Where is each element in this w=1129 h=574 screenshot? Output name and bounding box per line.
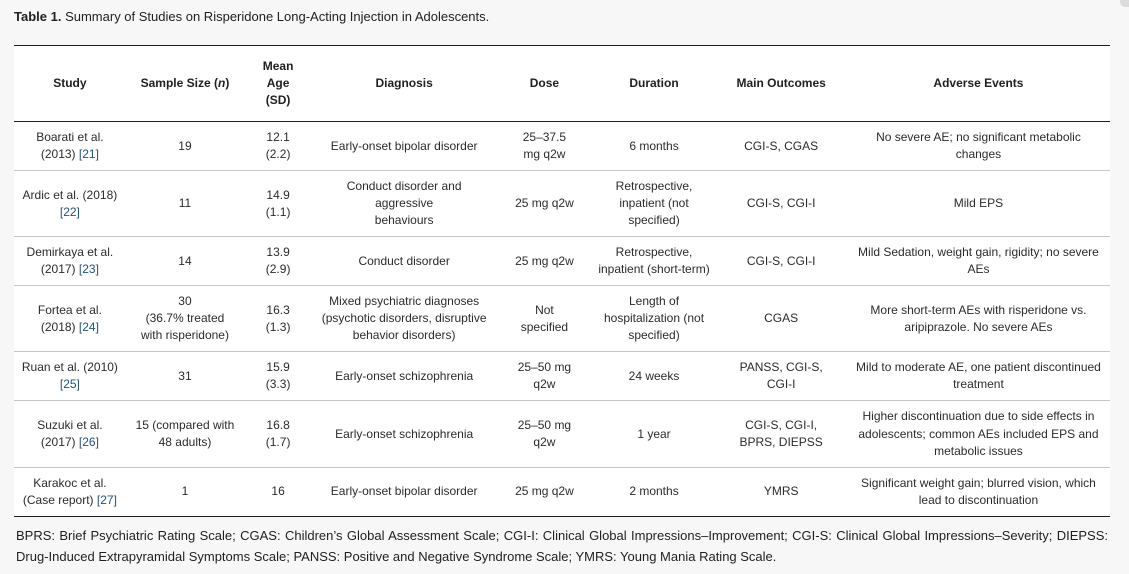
cell-duration: 24 weeks [592,351,716,401]
cell-duration: Retrospective, inpatient (not specified) [592,170,716,237]
table-row: Ardic et al. (2018) [22] 11 14.9 (1.1) C… [14,170,1110,237]
col-header-main-outcomes: Main Outcomes [715,45,847,123]
study-name: Ardic et al. (2018) [22,187,118,202]
cell-main-outcomes: PANSS, CGI-S, CGI-I [715,351,847,401]
cell-sample-size: 1 [125,466,245,517]
studies-table: Study Sample Size (n) Mean Age (SD) Diag… [14,45,1110,517]
cell-study: Fortea et al. (2018) [24] [14,285,126,352]
cell-adverse-events: No severe AE; no significant metabolic c… [876,130,1081,162]
cell-adverse-events: Mild to moderate AE, one patient discont… [846,351,1110,401]
cell-duration: 1 year [592,400,716,468]
citation-link[interactable]: [25] [59,377,80,392]
col-header-adverse-events: Adverse Events [846,45,1110,123]
cell-duration: 2 months [592,466,716,517]
cell-sample-size: 14 [125,236,245,286]
col-header-diagnosis: Diagnosis [312,45,497,123]
table-row: Karakoc et al. (Case report) [27] 1 16 E… [14,466,1110,517]
cell-sample-size: 31 [125,351,245,401]
cell-mean-age: 14.9 (1.1) [244,170,313,237]
table-caption-label: Table 1. [14,9,62,24]
cell-study: Demirkaya et al. (2017) [23] [14,236,126,286]
cell-sample-size: 11 [125,170,245,237]
study-name: Ruan et al. (2010) [21,360,118,375]
col-header-duration: Duration [592,45,716,123]
cell-dose: 25 mg q2w [496,236,593,286]
table-caption-text: Summary of Studies on Risperidone Long-A… [65,9,490,24]
sample-size-n-italic: n [217,76,226,91]
citation-link[interactable]: [23] [78,262,99,277]
col-header-study: Study [14,45,126,123]
cell-mean-age: 16.3 (1.3) [244,285,313,352]
cell-main-outcomes: CGI-S, CGI-I, BPRS, DIEPSS [715,400,847,468]
citation-link[interactable]: [27] [96,492,117,507]
study-name: Suzuki et al. (2017) [37,417,103,450]
clipped-corner-fragment [1120,0,1129,7]
cell-mean-age: 16 [244,466,313,517]
cell-dose: 25–50 mg q2w [496,351,593,401]
table-row: Fortea et al. (2018) [24] 30 (36.7% trea… [14,285,1110,352]
col-header-sample-size: Sample Size (n) [125,45,245,123]
cell-study: Boarati et al. (2013) [21] [14,122,126,171]
cell-diagnosis: Early-onset bipolar disorder [330,138,478,153]
citation-link[interactable]: [21] [78,147,99,162]
cell-main-outcomes: CGAS [715,285,847,352]
table-row: Boarati et al. (2013) [21] 19 12.1 (2.2)… [14,122,1110,171]
cell-duration: Retrospective, inpatient (short-term) [592,236,716,286]
sample-size-label: Sample Size ( [140,76,218,91]
citation-link[interactable]: [22] [59,204,80,219]
cell-mean-age: 13.9 (2.9) [244,236,313,286]
cell-dose: Not specified [496,285,593,352]
cell-diagnosis: Early-onset schizophrenia [312,351,497,401]
cell-dose: 25 mg q2w [496,466,593,517]
cell-dose: 25–50 mg q2w [496,400,593,468]
table-caption: Table 1. Summary of Studies on Risperido… [14,9,489,26]
cell-study: Suzuki et al. (2017) [26] [14,400,126,468]
cell-sample-size: 19 [178,138,192,153]
cell-main-outcomes: CGI-S, CGAS [744,138,819,153]
study-name: Karakoc et al. (Case report) [22,475,107,507]
study-name: Fortea et al. (2018) [37,302,102,334]
cell-dose: 25 mg q2w [496,170,593,237]
table-row: Demirkaya et al. (2017) [23] 14 13.9 (2.… [14,236,1110,286]
cell-mean-age: 16.8 (1.7) [244,400,313,468]
cell-sample-size: 15 (compared with 48 adults) [125,400,245,468]
cell-main-outcomes: YMRS [715,466,847,517]
citation-link[interactable]: [26] [78,435,99,450]
table-row: Ruan et al. (2010) [25] 31 15.9 (3.3) Ea… [14,351,1110,401]
cell-study: Ruan et al. (2010) [25] [14,351,126,401]
cell-adverse-events: More short-term AEs with risperidone vs.… [846,285,1110,352]
cell-duration: 6 months [629,138,679,153]
cell-mean-age: 12.1 (2.2) [265,130,291,162]
table-row: Suzuki et al. (2017) [26] 15 (compared w… [14,400,1110,468]
study-name: Demirkaya et al. (2017) [26,245,114,277]
cell-duration: Length of hospitalization (not specified… [592,285,716,352]
col-header-dose: Dose [496,45,593,123]
cell-diagnosis: Conduct disorder and aggressive behaviou… [312,170,497,237]
abbreviations-footnote: BPRS: Brief Psychiatric Rating Scale; CG… [16,528,1108,565]
cell-main-outcomes: CGI-S, CGI-I [715,236,847,286]
cell-mean-age: 15.9 (3.3) [244,351,313,401]
cell-adverse-events: Mild EPS [846,170,1110,237]
citation-link[interactable]: [24] [78,319,99,334]
cell-dose: 25–37.5 mg q2w [522,130,567,162]
cell-main-outcomes: CGI-S, CGI-I [715,170,847,237]
cell-adverse-events: Significant weight gain; blurred vision,… [846,466,1110,517]
cell-sample-size: 30 (36.7% treated with risperidone) [125,285,245,352]
cell-diagnosis: Early-onset schizophrenia [312,400,497,468]
sample-size-label-close: ) [225,76,230,91]
cell-diagnosis: Mixed psychiatric diagnoses (psychotic d… [312,285,497,352]
cell-study: Ardic et al. (2018) [22] [14,170,126,237]
cell-adverse-events: Higher discontinuation due to side effec… [846,400,1110,468]
study-name: Boarati et al. (2013) [36,130,104,162]
cell-study: Karakoc et al. (Case report) [27] [14,466,126,517]
cell-diagnosis: Conduct disorder [312,236,497,286]
cell-diagnosis: Early-onset bipolar disorder [312,466,497,517]
cell-adverse-events: Mild Sedation, weight gain, rigidity; no… [846,236,1110,286]
header-row: Study Sample Size (n) Mean Age (SD) Diag… [14,45,1110,123]
col-header-mean-age: Mean Age (SD) [244,45,313,123]
